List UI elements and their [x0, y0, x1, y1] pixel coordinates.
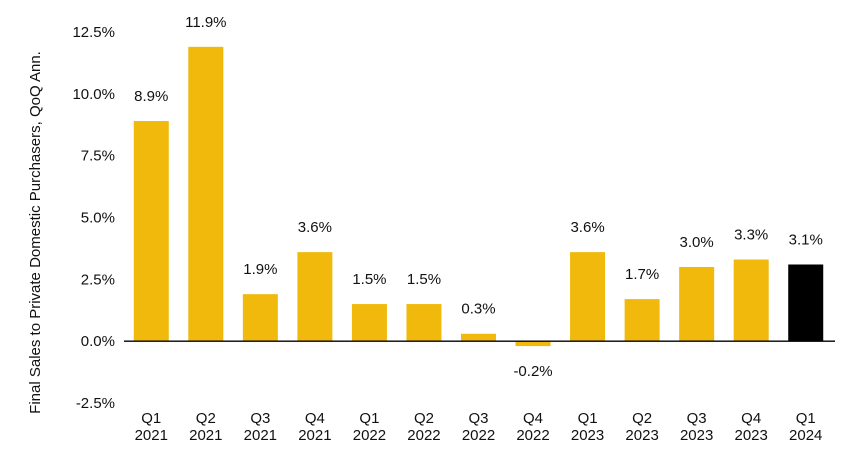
data-label: 3.6% [570, 219, 604, 236]
y-tick-label: 7.5% [81, 148, 115, 165]
x-category-label: Q1 2023 [571, 410, 604, 444]
x-category-label: Q4 2021 [298, 410, 331, 444]
y-tick-label: 10.0% [72, 86, 115, 103]
bar [461, 333, 496, 342]
x-category-label: Q3 2022 [462, 410, 495, 444]
x-category-label: Q2 2021 [189, 410, 222, 444]
bars [133, 46, 824, 347]
data-label: 1.7% [625, 266, 659, 283]
x-category-label: Q2 2023 [625, 410, 658, 444]
x-axis-category-labels: Q1 2021 Q2 2021 Q3 2021 Q4 2021 Q1 2022 Q2 2022 Q3 20… [135, 410, 823, 444]
data-label: 3.0% [680, 234, 714, 251]
x-category-label: Q1 2022 [353, 410, 386, 444]
bar [624, 299, 660, 342]
data-label: 0.3% [461, 301, 495, 318]
bar [788, 264, 824, 342]
x-category-label: Q1 2021 [135, 410, 168, 444]
x-category-label: Q2 2022 [407, 410, 440, 444]
bar [679, 266, 715, 342]
bar [570, 252, 606, 342]
x-category-label: Q4 2023 [735, 410, 768, 444]
bar [406, 304, 442, 342]
x-category-label: Q3 2021 [244, 410, 277, 444]
y-tick-label: 2.5% [81, 271, 115, 288]
data-label: -0.2% [513, 363, 552, 380]
data-label: 3.6% [298, 219, 332, 236]
data-label: 3.1% [789, 231, 823, 248]
data-label: 1.9% [243, 261, 277, 278]
data-label: 8.9% [134, 88, 168, 105]
data-label: 3.3% [734, 227, 768, 244]
bar [515, 341, 551, 347]
bar [733, 259, 769, 342]
bar [297, 252, 333, 342]
data-labels: 8.9% 11.9% 1.9% 3.6% 1.5% 1.5% 0.3% -0.2% 3.6% 1.… [134, 14, 823, 380]
x-category-label: Q3 2023 [680, 410, 713, 444]
y-axis-ticks: -2.5% 0.0% 2.5% 5.0% 7.5% 10.0% 12.5% [72, 24, 115, 412]
y-tick-label: 0.0% [81, 333, 115, 350]
x-category-label: Q4 2022 [516, 410, 549, 444]
y-tick-label: 12.5% [72, 24, 115, 41]
bar [242, 294, 278, 342]
y-tick-label: -2.5% [76, 395, 115, 412]
data-label: 1.5% [352, 271, 386, 288]
bar [351, 304, 387, 342]
y-tick-label: 5.0% [81, 210, 115, 227]
bar [188, 46, 224, 342]
data-label: 11.9% [185, 14, 226, 31]
data-label: 1.5% [407, 271, 441, 288]
y-axis-title: Final Sales to Private Domestic Purchase… [27, 51, 44, 414]
x-category-label: Q1 2024 [789, 410, 822, 444]
bar [133, 121, 169, 342]
